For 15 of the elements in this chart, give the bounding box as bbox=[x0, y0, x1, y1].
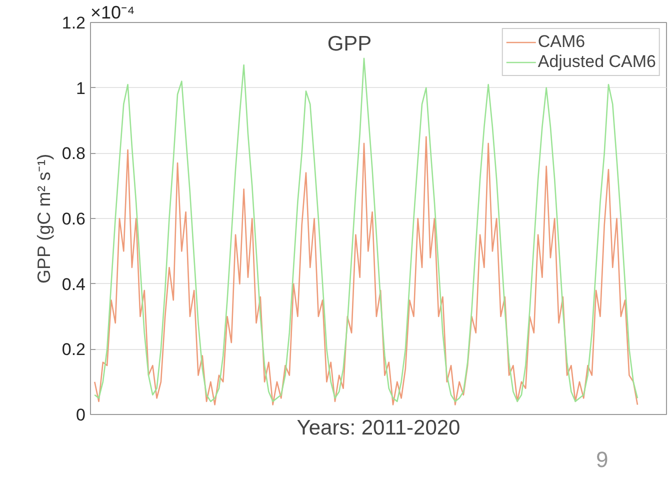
line-series bbox=[94, 136, 638, 406]
y-tick-label: 1 bbox=[76, 78, 86, 98]
annotation: ×10⁻⁴ bbox=[90, 2, 135, 22]
y-tick-label: 0.4 bbox=[62, 274, 86, 294]
y-tick-label: 1.2 bbox=[62, 14, 86, 32]
text: 9 bbox=[596, 447, 608, 473]
y-tick-label: 0.8 bbox=[62, 144, 86, 164]
y-tick-label: 0.6 bbox=[62, 210, 86, 228]
text: GPP bbox=[327, 32, 372, 56]
x-axis-title: Years: 2011-2020 bbox=[296, 416, 460, 440]
legend-label: Adjusted CAM6 bbox=[538, 52, 656, 72]
legend-label: CAM6 bbox=[538, 32, 586, 52]
y-axis-title: GPP (gC m² s⁻¹) bbox=[34, 154, 54, 284]
y-tick-label: 0 bbox=[76, 406, 86, 424]
y-tick-label: 0.2 bbox=[62, 340, 86, 360]
